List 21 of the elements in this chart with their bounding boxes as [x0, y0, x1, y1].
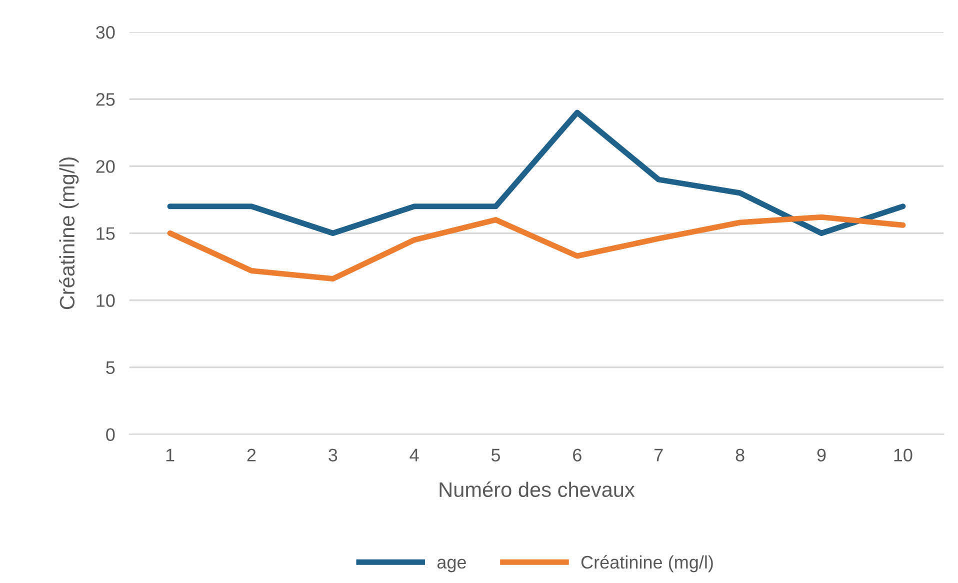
x-tick-label: 7	[654, 448, 663, 462]
x-tick-label: 9	[817, 448, 826, 462]
x-axis-title: Numéro des chevaux	[440, 481, 635, 498]
legend-label: age	[437, 558, 466, 572]
y-tick-label: 30	[96, 26, 115, 39]
y-axis-title: Créatinine (mg/l)	[59, 157, 79, 310]
x-tick-label: 5	[491, 448, 500, 462]
x-tick-label: 8	[736, 448, 744, 462]
x-tick-label: 1	[166, 448, 174, 462]
y-tick-label: 5	[106, 361, 115, 374]
x-tick-label: 6	[573, 448, 582, 462]
y-tick-label: 10	[96, 294, 115, 307]
y-tick-label: 0	[106, 428, 115, 442]
legend-label: Créatinine (mg/l)	[581, 555, 713, 572]
y-tick-label: 25	[96, 93, 115, 106]
y-tick-label: 15	[96, 227, 115, 240]
y-tick-label: 20	[96, 160, 115, 173]
x-tick-label: 4	[410, 448, 419, 462]
x-tick-label: 10	[894, 448, 912, 462]
x-tick-label: 2	[247, 448, 256, 462]
x-tick-label: 3	[328, 448, 338, 462]
